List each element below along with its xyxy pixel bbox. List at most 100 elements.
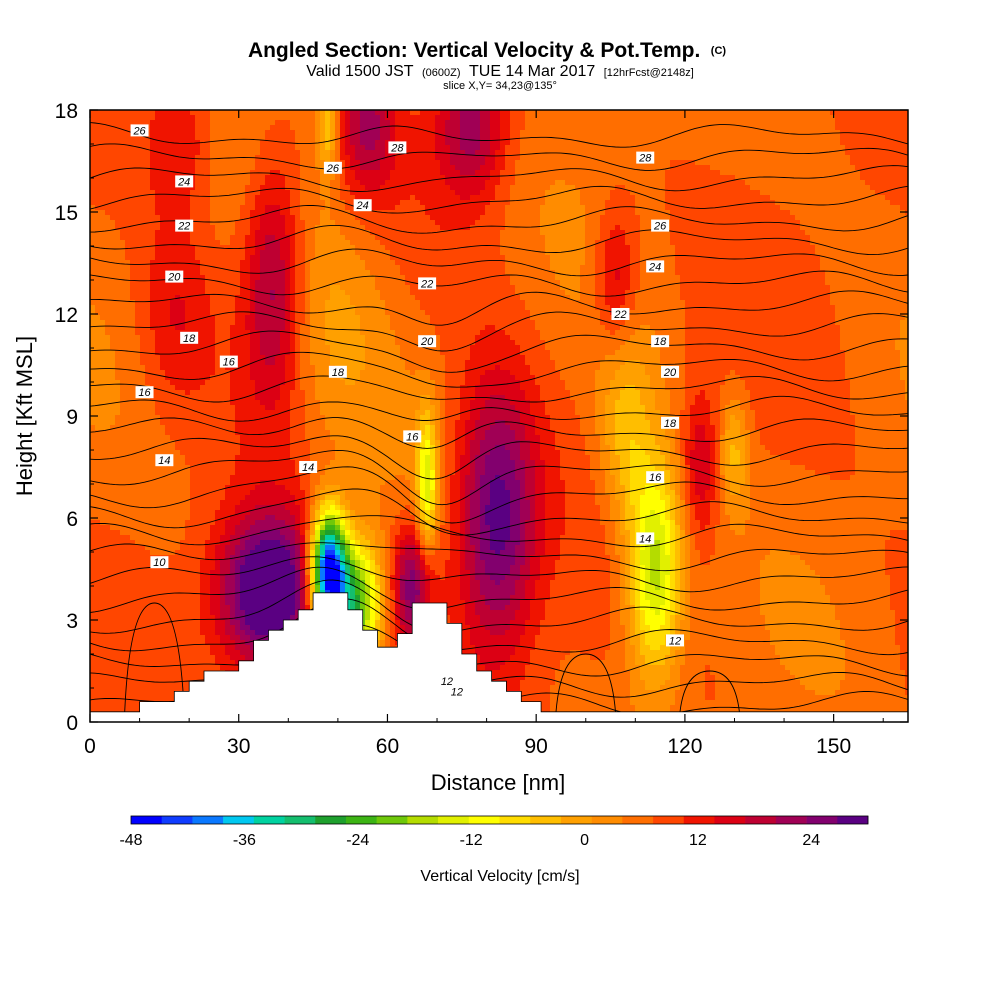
theta-contour-line	[90, 375, 908, 403]
x-axis: 0 30 60 90 120 150	[84, 110, 884, 758]
theta-contour-line	[90, 395, 908, 422]
contour-label: 26	[651, 219, 670, 233]
theta-contour-line	[90, 204, 908, 234]
slice-note: slice X,Y= 34,23@135°	[443, 80, 557, 92]
colorbar-swatch	[837, 816, 869, 824]
y-axis-label: Height [Kft MSL]	[12, 336, 37, 496]
colorbar-swatch	[315, 816, 347, 824]
y-tick-label: 3	[66, 610, 78, 633]
contour-label: 12	[665, 634, 684, 647]
colorbar-swatch	[161, 816, 193, 824]
theta-contour-line	[90, 248, 908, 277]
colorbar-swatch	[530, 816, 562, 824]
colorbar-swatch	[284, 816, 316, 824]
chart-title-suffix: (C)	[711, 45, 727, 57]
subtitle-valid: Valid 1500 JST	[306, 63, 414, 80]
colorbar-swatch	[253, 816, 285, 824]
contour-label: 24	[175, 175, 194, 188]
colorbar-swatch	[192, 816, 224, 824]
colorbar-tick-label: 24	[802, 832, 820, 849]
vertical-velocity-field	[90, 110, 908, 722]
contour-label: 26	[323, 161, 342, 175]
contour-label: 18	[180, 331, 199, 345]
contour-label: 18	[661, 416, 680, 430]
theta-contour-line	[90, 351, 908, 388]
contour-label: 16	[403, 430, 422, 443]
contour-label: 28	[636, 151, 655, 165]
y-axis: 0 3 6 9 12 15 18	[55, 100, 908, 735]
colorbar-swatch	[622, 816, 654, 824]
contour-label: 16	[219, 355, 238, 369]
theta-contour-line	[124, 602, 185, 712]
contour-label: 22	[418, 277, 437, 290]
x-tick-label: 150	[816, 735, 851, 758]
colorbar-tick-label: -24	[346, 832, 369, 849]
theta-contour-line	[90, 311, 908, 352]
colorbar-swatch	[223, 816, 255, 824]
x-tick-label: 60	[376, 735, 399, 758]
y-tick-label: 6	[66, 508, 78, 531]
colorbar-swatch	[345, 816, 377, 824]
theta-contour-line	[90, 165, 908, 192]
x-tick-label: 90	[525, 735, 548, 758]
contour-label: 14	[155, 454, 174, 467]
colorbar-swatch	[131, 816, 163, 824]
theta-contour-line	[90, 270, 908, 297]
potential-temperature-contours	[90, 122, 908, 717]
contour-label: 22	[611, 308, 630, 321]
theta-contour-line	[90, 624, 908, 677]
colorbar-swatch	[806, 816, 838, 824]
contour-label: 20	[661, 365, 680, 379]
contour-label: 24	[353, 199, 372, 212]
y-tick-label: 9	[66, 406, 78, 429]
theta-contour-line	[90, 556, 908, 593]
colorbar-swatch	[745, 816, 777, 824]
contour-label: 16	[135, 386, 154, 399]
y-tick-label: 15	[55, 202, 78, 225]
theta-contour-line	[90, 542, 908, 572]
chart-title-main: Angled Section: Vertical Velocity & Pot.…	[248, 39, 700, 62]
x-tick-label: 0	[84, 735, 96, 758]
colorbar-tick-label: -48	[119, 832, 142, 849]
theta-contour-line	[90, 417, 908, 449]
subtitle-zulu: (0600Z)	[422, 67, 461, 79]
colorbar-swatch	[775, 816, 807, 824]
contour-label: 24	[646, 260, 665, 273]
colorbar-swatch	[376, 816, 408, 824]
colorbar-swatch	[714, 816, 746, 824]
subtitle-date: TUE 14 Mar 2017	[469, 63, 595, 80]
theta-contour-line	[90, 566, 908, 613]
contour-label: 12	[447, 685, 466, 698]
colorbar-swatch	[468, 816, 500, 824]
colorbar-tick-label: 12	[689, 832, 707, 849]
y-tick-label: 18	[55, 100, 78, 123]
contour-label: 22	[175, 219, 194, 233]
theta-contour-line	[90, 185, 908, 214]
theta-contour-line	[555, 653, 616, 712]
contour-label: 18	[328, 365, 347, 379]
theta-contour-line	[90, 449, 908, 506]
y-tick-label: 12	[55, 304, 78, 327]
subtitle-forecast: [12hrFcst@2148z]	[604, 67, 694, 79]
colorbar-tick-label: -12	[460, 832, 483, 849]
colorbar-swatch	[499, 816, 531, 824]
contour-label: 20	[418, 335, 437, 348]
terrain-mask	[90, 592, 908, 722]
x-axis-label: Distance [nm]	[431, 770, 566, 795]
colorbar-swatch	[591, 816, 623, 824]
contour-label: 18	[651, 335, 670, 348]
theta-contour-line	[679, 670, 740, 712]
x-tick-label: 30	[227, 735, 250, 758]
theta-contour-line	[90, 598, 908, 656]
contour-label: 26	[130, 124, 149, 137]
contour-label: 14	[299, 461, 318, 474]
contour-label: 14	[636, 532, 655, 545]
colorbar: -48 -36 -24 -12 0 12 24	[119, 815, 869, 849]
colorbar-swatch	[407, 816, 439, 824]
colorbar-label: Vertical Velocity [cm/s]	[420, 868, 579, 885]
contour-label: 10	[150, 556, 169, 569]
chart-subtitle: Valid 1500 JST (0600Z) TUE 14 Mar 2017 […	[306, 63, 694, 80]
theta-contour-line	[90, 488, 908, 536]
theta-contour-line	[90, 330, 908, 373]
